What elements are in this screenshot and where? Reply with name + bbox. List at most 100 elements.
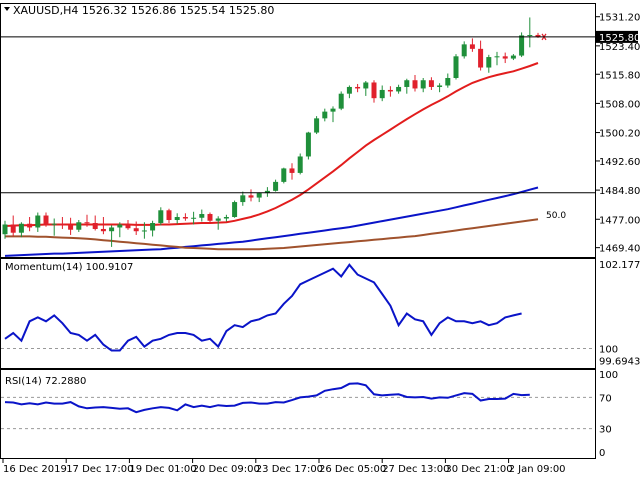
candle	[527, 17, 533, 48]
time-tick-label: 2 Jan 09:00	[509, 464, 566, 475]
time-tick-label: 23 Dec 17:00	[256, 464, 323, 475]
current-price-label: 1525.80	[599, 33, 640, 44]
candle	[461, 41, 467, 59]
candle	[199, 209, 205, 222]
candle	[453, 54, 459, 80]
candle	[100, 217, 106, 235]
candle-body	[469, 44, 475, 49]
candle	[330, 106, 336, 123]
candle	[478, 40, 484, 71]
candle-body	[84, 222, 90, 224]
candle-body	[445, 77, 451, 86]
candle-body	[158, 210, 164, 223]
candle-body	[428, 80, 434, 87]
candle	[76, 220, 82, 232]
candle	[92, 215, 98, 231]
candle-body	[322, 111, 328, 119]
candle	[420, 77, 426, 93]
time-tick-label: 20 Dec 09:00	[193, 464, 260, 475]
candle	[191, 211, 197, 225]
candle	[338, 91, 344, 111]
price-tick-label: 1531.20	[599, 13, 640, 24]
momentum-tick-label: 102.1778	[599, 260, 640, 271]
candle	[141, 222, 147, 239]
candle-body	[109, 227, 115, 232]
candle	[445, 73, 451, 88]
candle-body	[494, 56, 500, 58]
candle	[428, 77, 434, 90]
candle	[27, 217, 33, 232]
price-tick-label: 1477.00	[599, 215, 640, 226]
candle-body	[133, 228, 139, 232]
candle	[207, 212, 213, 224]
candle	[346, 85, 352, 99]
candle	[469, 38, 475, 52]
collapse-triangle-icon[interactable]	[4, 7, 10, 11]
candle-body	[478, 48, 484, 68]
candle-body	[502, 56, 508, 59]
candle	[150, 220, 156, 237]
candle-body	[248, 195, 254, 198]
rsi-line	[4, 382, 530, 414]
candle	[273, 179, 279, 192]
candle-body	[199, 214, 205, 218]
ma-blue-line	[4, 186, 539, 257]
candle-body	[100, 228, 106, 232]
candle	[396, 84, 402, 94]
candle	[223, 214, 229, 222]
candle-body	[182, 217, 188, 219]
candle-body	[289, 168, 295, 173]
candle	[182, 213, 188, 221]
candle-body	[2, 224, 8, 235]
candle	[519, 32, 525, 58]
candle	[355, 83, 361, 93]
candle	[232, 200, 238, 218]
candle	[125, 220, 131, 230]
candle	[289, 163, 295, 180]
candle-body	[141, 230, 147, 232]
candle	[297, 153, 303, 175]
candle-body	[396, 86, 402, 92]
candle	[248, 189, 254, 202]
candle-body	[150, 222, 156, 231]
price-tick-label: 1492.60	[599, 157, 640, 168]
candle	[158, 207, 164, 226]
rsi-tick-label: 70	[599, 393, 612, 404]
candle-body	[264, 190, 270, 194]
candle-body	[166, 210, 172, 221]
candle-body	[297, 156, 303, 173]
candle-body	[412, 80, 418, 89]
price-tick-label: 1508.00	[599, 99, 640, 110]
candle-body	[527, 35, 533, 37]
price-panel-frame	[0, 3, 596, 258]
momentum-tick-label: 99.6943	[599, 356, 640, 367]
candle-body	[191, 217, 197, 219]
candle	[322, 108, 328, 122]
candle-body	[207, 214, 213, 221]
price-tick-label: 1484.80	[599, 186, 640, 197]
candle-body	[59, 223, 65, 226]
candles	[2, 17, 547, 247]
candle	[486, 54, 492, 73]
candle-body	[363, 82, 369, 89]
candle-body	[27, 223, 33, 228]
candle-body	[51, 223, 57, 225]
candle-body	[338, 93, 344, 109]
candle-body	[404, 80, 410, 87]
time-tick-label: 26 Dec 05:00	[319, 464, 386, 475]
candle-body	[174, 217, 180, 221]
candle	[281, 167, 287, 184]
candle-body	[43, 215, 49, 225]
price-tick-label: 1515.80	[599, 70, 640, 81]
candle-body	[519, 35, 525, 56]
candle-body	[223, 217, 229, 219]
candle-body	[256, 193, 262, 198]
candle	[35, 212, 41, 232]
candle-body	[453, 56, 459, 78]
candle-body	[355, 86, 361, 89]
candle	[109, 225, 115, 247]
momentum-line	[4, 263, 522, 352]
candle-body	[92, 222, 98, 229]
